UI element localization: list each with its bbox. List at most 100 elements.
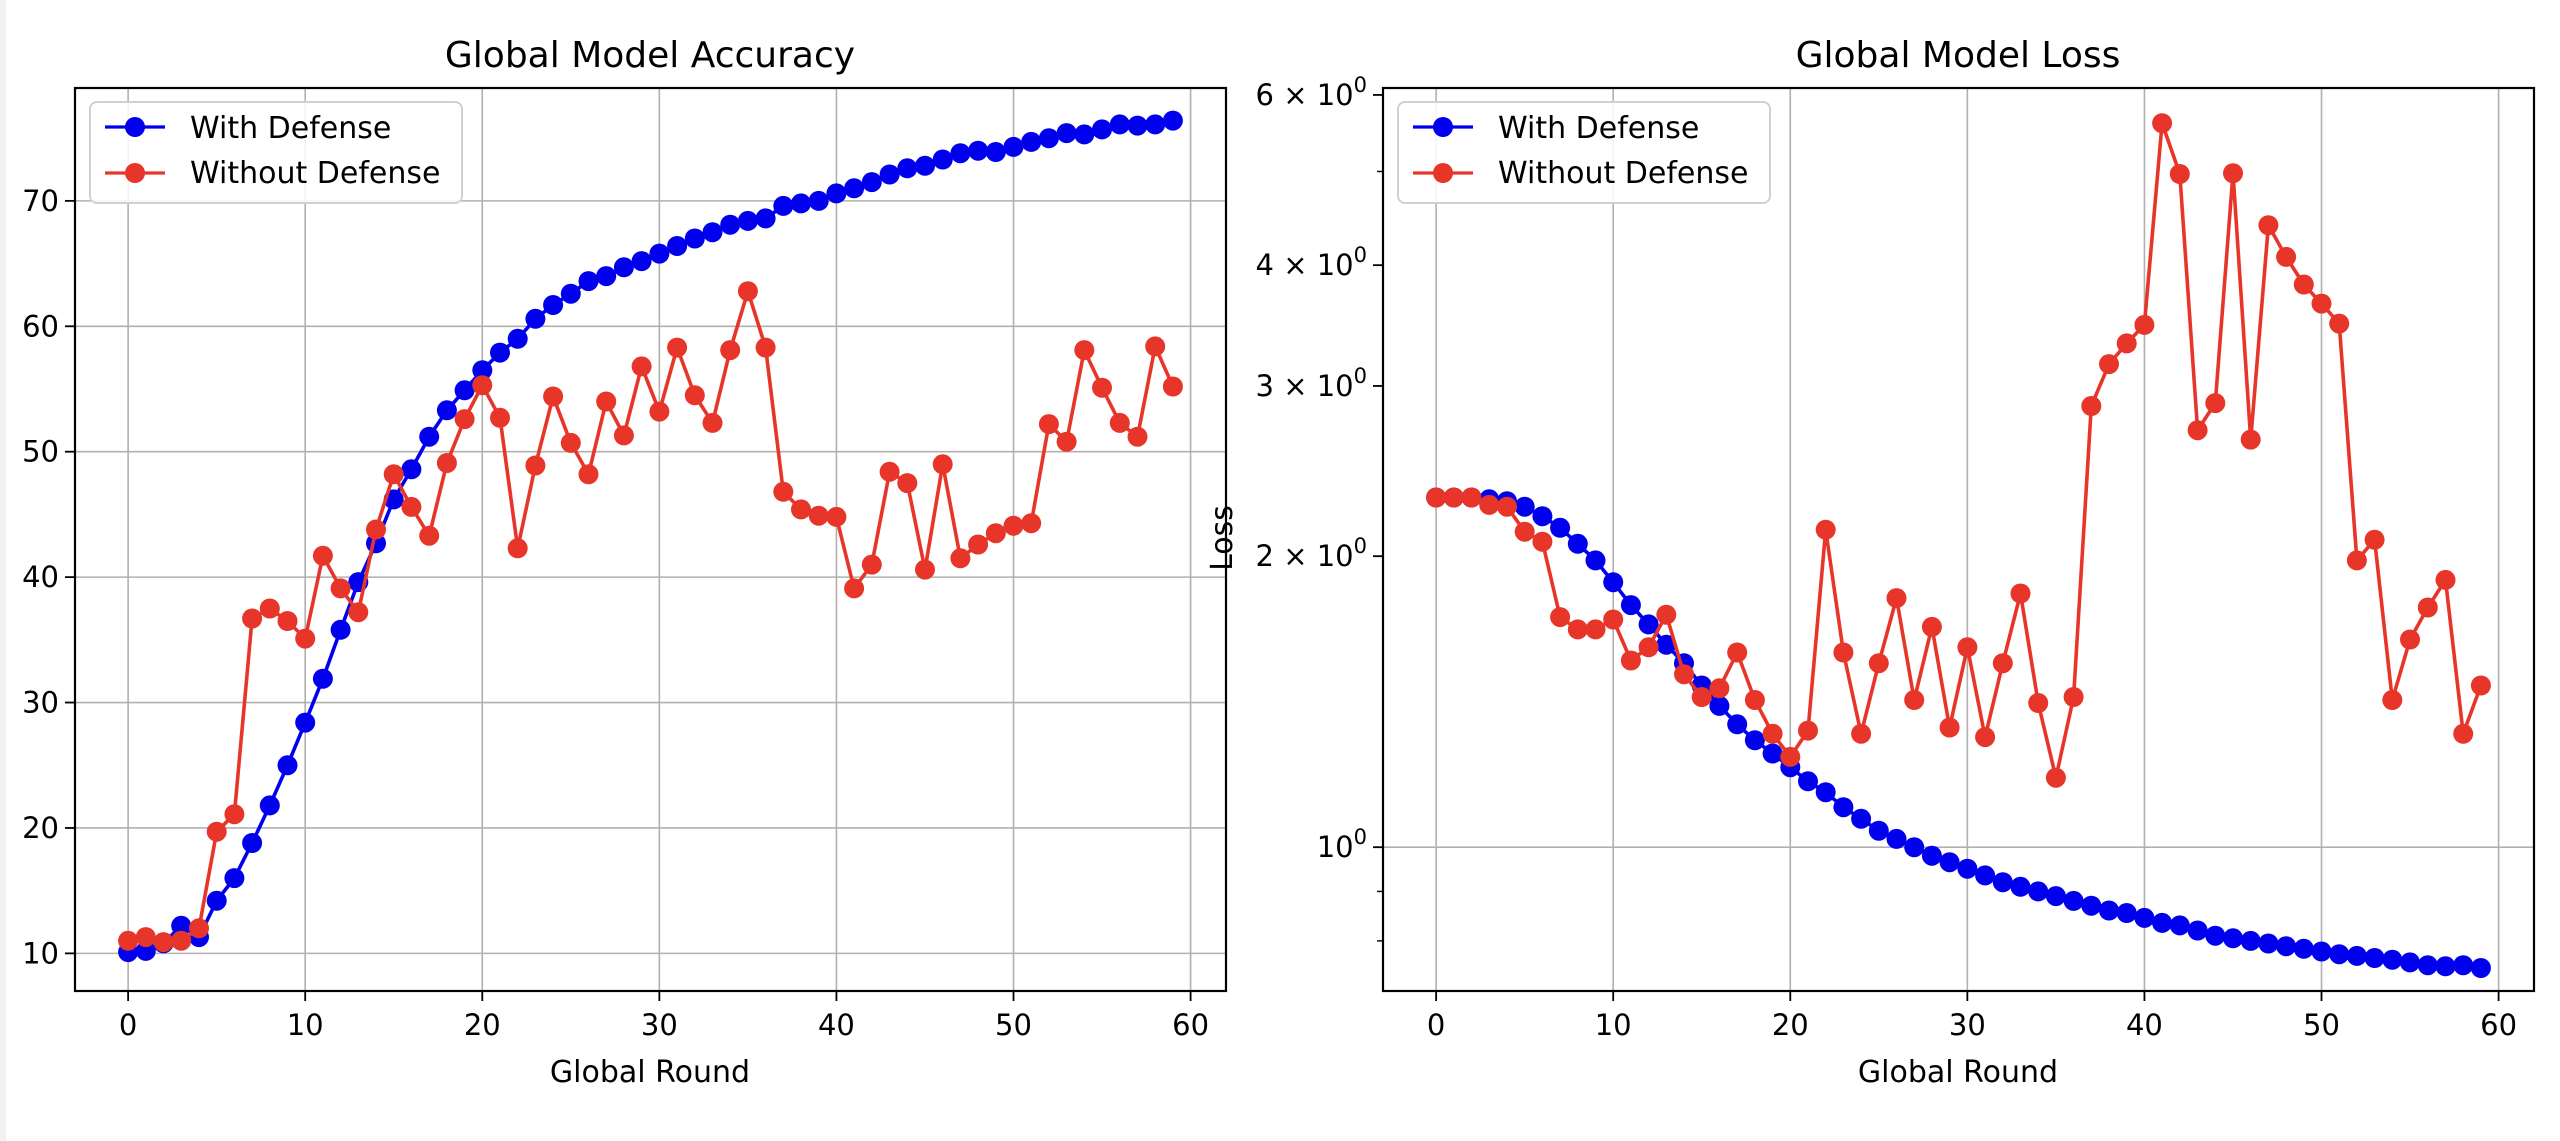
loss-point-without-defense	[1709, 678, 1730, 699]
loss-point-with-defense	[2187, 920, 2208, 941]
loss-point-without-defense	[1798, 720, 1818, 741]
accuracy-series	[118, 110, 1183, 963]
loss-point-with-defense	[2045, 886, 2066, 907]
loss-x-axis-label: Global Round	[1858, 1055, 2058, 1090]
accuracy-point-with-defense	[631, 251, 652, 272]
accuracy-point-with-defense	[560, 283, 581, 304]
loss-point-with-defense	[1886, 828, 1907, 849]
accuracy-point-without-defense	[915, 559, 935, 580]
accuracy-point-with-defense	[472, 360, 493, 381]
accuracy-chart-title: Global Model Accuracy	[445, 35, 855, 76]
accuracy-point-without-defense	[153, 932, 174, 953]
loss-point-with-defense	[1744, 730, 1765, 751]
loss-point-without-defense	[2134, 314, 2155, 335]
loss-point-with-defense	[1851, 808, 1872, 829]
loss-grid	[1383, 88, 2534, 991]
accuracy-point-without-defense	[737, 281, 758, 302]
loss-point-with-defense	[1656, 634, 1677, 655]
loss-series	[1426, 113, 2491, 978]
loss-point-with-defense	[1550, 517, 1571, 538]
loss-point-with-defense	[2223, 928, 2243, 949]
loss-point-without-defense	[2470, 675, 2491, 696]
accuracy-point-without-defense	[932, 454, 953, 475]
accuracy-point-with-defense	[879, 164, 900, 185]
accuracy-point-with-defense	[1021, 131, 1042, 152]
accuracy-point-with-defense	[525, 308, 546, 329]
accuracy-point-without-defense	[436, 453, 457, 473]
loss-point-with-defense	[2470, 958, 2491, 978]
accuracy-point-with-defense	[419, 426, 440, 447]
loss-point-without-defense	[1567, 619, 1588, 640]
accuracy-point-without-defense	[224, 804, 245, 825]
accuracy-y-tick-label: 30	[22, 686, 59, 720]
loss-point-without-defense	[1992, 653, 2013, 674]
loss-point-without-defense	[2063, 687, 2084, 707]
accuracy-point-without-defense	[720, 340, 741, 361]
accuracy-point-without-defense	[490, 407, 510, 428]
loss-point-without-defense	[1620, 650, 1641, 671]
loss-y-tick-label: 100	[1317, 825, 1367, 864]
accuracy-point-without-defense	[312, 545, 333, 566]
accuracy-point-without-defense	[897, 473, 918, 494]
accuracy-point-without-defense	[472, 375, 493, 396]
loss-point-without-defense	[1638, 637, 1659, 658]
loss-point-with-defense	[2435, 956, 2456, 977]
accuracy-point-with-defense	[950, 143, 971, 164]
loss-point-with-defense	[1921, 845, 1942, 866]
accuracy-point-without-defense	[1162, 376, 1183, 397]
loss-x-tick-label: 50	[2303, 1008, 2340, 1042]
accuracy-point-without-defense	[649, 401, 670, 422]
accuracy-point-with-defense	[932, 149, 953, 170]
loss-point-with-defense	[1727, 714, 1748, 735]
loss-legend: With Defense Without Defense	[1397, 101, 1771, 204]
loss-point-with-defense	[1620, 595, 1641, 616]
loss-point-with-defense	[2081, 895, 2102, 916]
accuracy-point-without-defense	[1145, 336, 1166, 357]
accuracy-point-without-defense	[808, 505, 829, 526]
loss-point-without-defense	[2223, 163, 2243, 184]
loss-point-without-defense	[2169, 164, 2190, 184]
accuracy-point-with-defense	[1162, 110, 1183, 131]
loss-point-with-defense	[1904, 837, 1925, 858]
loss-point-with-defense	[1798, 771, 1818, 792]
loss-point-without-defense	[1426, 487, 1447, 508]
loss-y-tick-label: 6 × 100	[1256, 73, 1367, 112]
loss-point-with-defense	[1532, 506, 1553, 527]
loss-y-tick-label: 3 × 100	[1256, 364, 1367, 403]
accuracy-point-without-defense	[525, 455, 546, 476]
loss-point-without-defense	[1550, 607, 1571, 628]
loss-point-without-defense	[1443, 487, 1464, 508]
loss-point-with-defense	[2400, 952, 2420, 973]
accuracy-point-without-defense	[206, 821, 227, 842]
loss-point-with-defense	[2134, 907, 2155, 928]
accuracy-point-without-defense	[507, 538, 528, 559]
loss-x-tick-label: 40	[2126, 1008, 2163, 1042]
accuracy-point-with-defense	[985, 142, 1006, 162]
accuracy-grid	[75, 88, 1226, 991]
loss-point-without-defense	[1514, 521, 1535, 542]
accuracy-point-without-defense	[1092, 377, 1112, 398]
loss-point-without-defense	[2116, 333, 2137, 354]
accuracy-legend-label-with-defense: With Defense	[190, 111, 391, 146]
accuracy-x-tick-label: 10	[287, 1008, 324, 1042]
accuracy-y-tick-label: 70	[22, 184, 59, 218]
loss-point-with-defense	[1709, 695, 1730, 716]
loss-point-with-defense	[1762, 743, 1783, 764]
accuracy-point-without-defense	[613, 425, 634, 446]
loss-point-without-defense	[2205, 393, 2226, 414]
loss-point-without-defense	[2240, 429, 2261, 450]
accuracy-point-without-defense	[348, 602, 369, 623]
accuracy-point-without-defense	[968, 534, 989, 555]
accuracy-point-without-defense	[596, 391, 617, 412]
accuracy-point-with-defense	[897, 158, 918, 179]
loss-point-with-defense	[2346, 945, 2367, 966]
accuracy-point-with-defense	[578, 271, 599, 292]
accuracy-point-with-defense	[915, 155, 935, 176]
accuracy-point-without-defense	[1038, 414, 1059, 435]
loss-point-without-defense	[2293, 274, 2314, 295]
loss-point-without-defense	[1727, 642, 1748, 663]
accuracy-point-with-defense	[401, 459, 422, 480]
accuracy-point-with-defense	[667, 236, 688, 256]
accuracy-point-without-defense	[543, 386, 564, 407]
loss-point-without-defense	[2045, 767, 2066, 788]
